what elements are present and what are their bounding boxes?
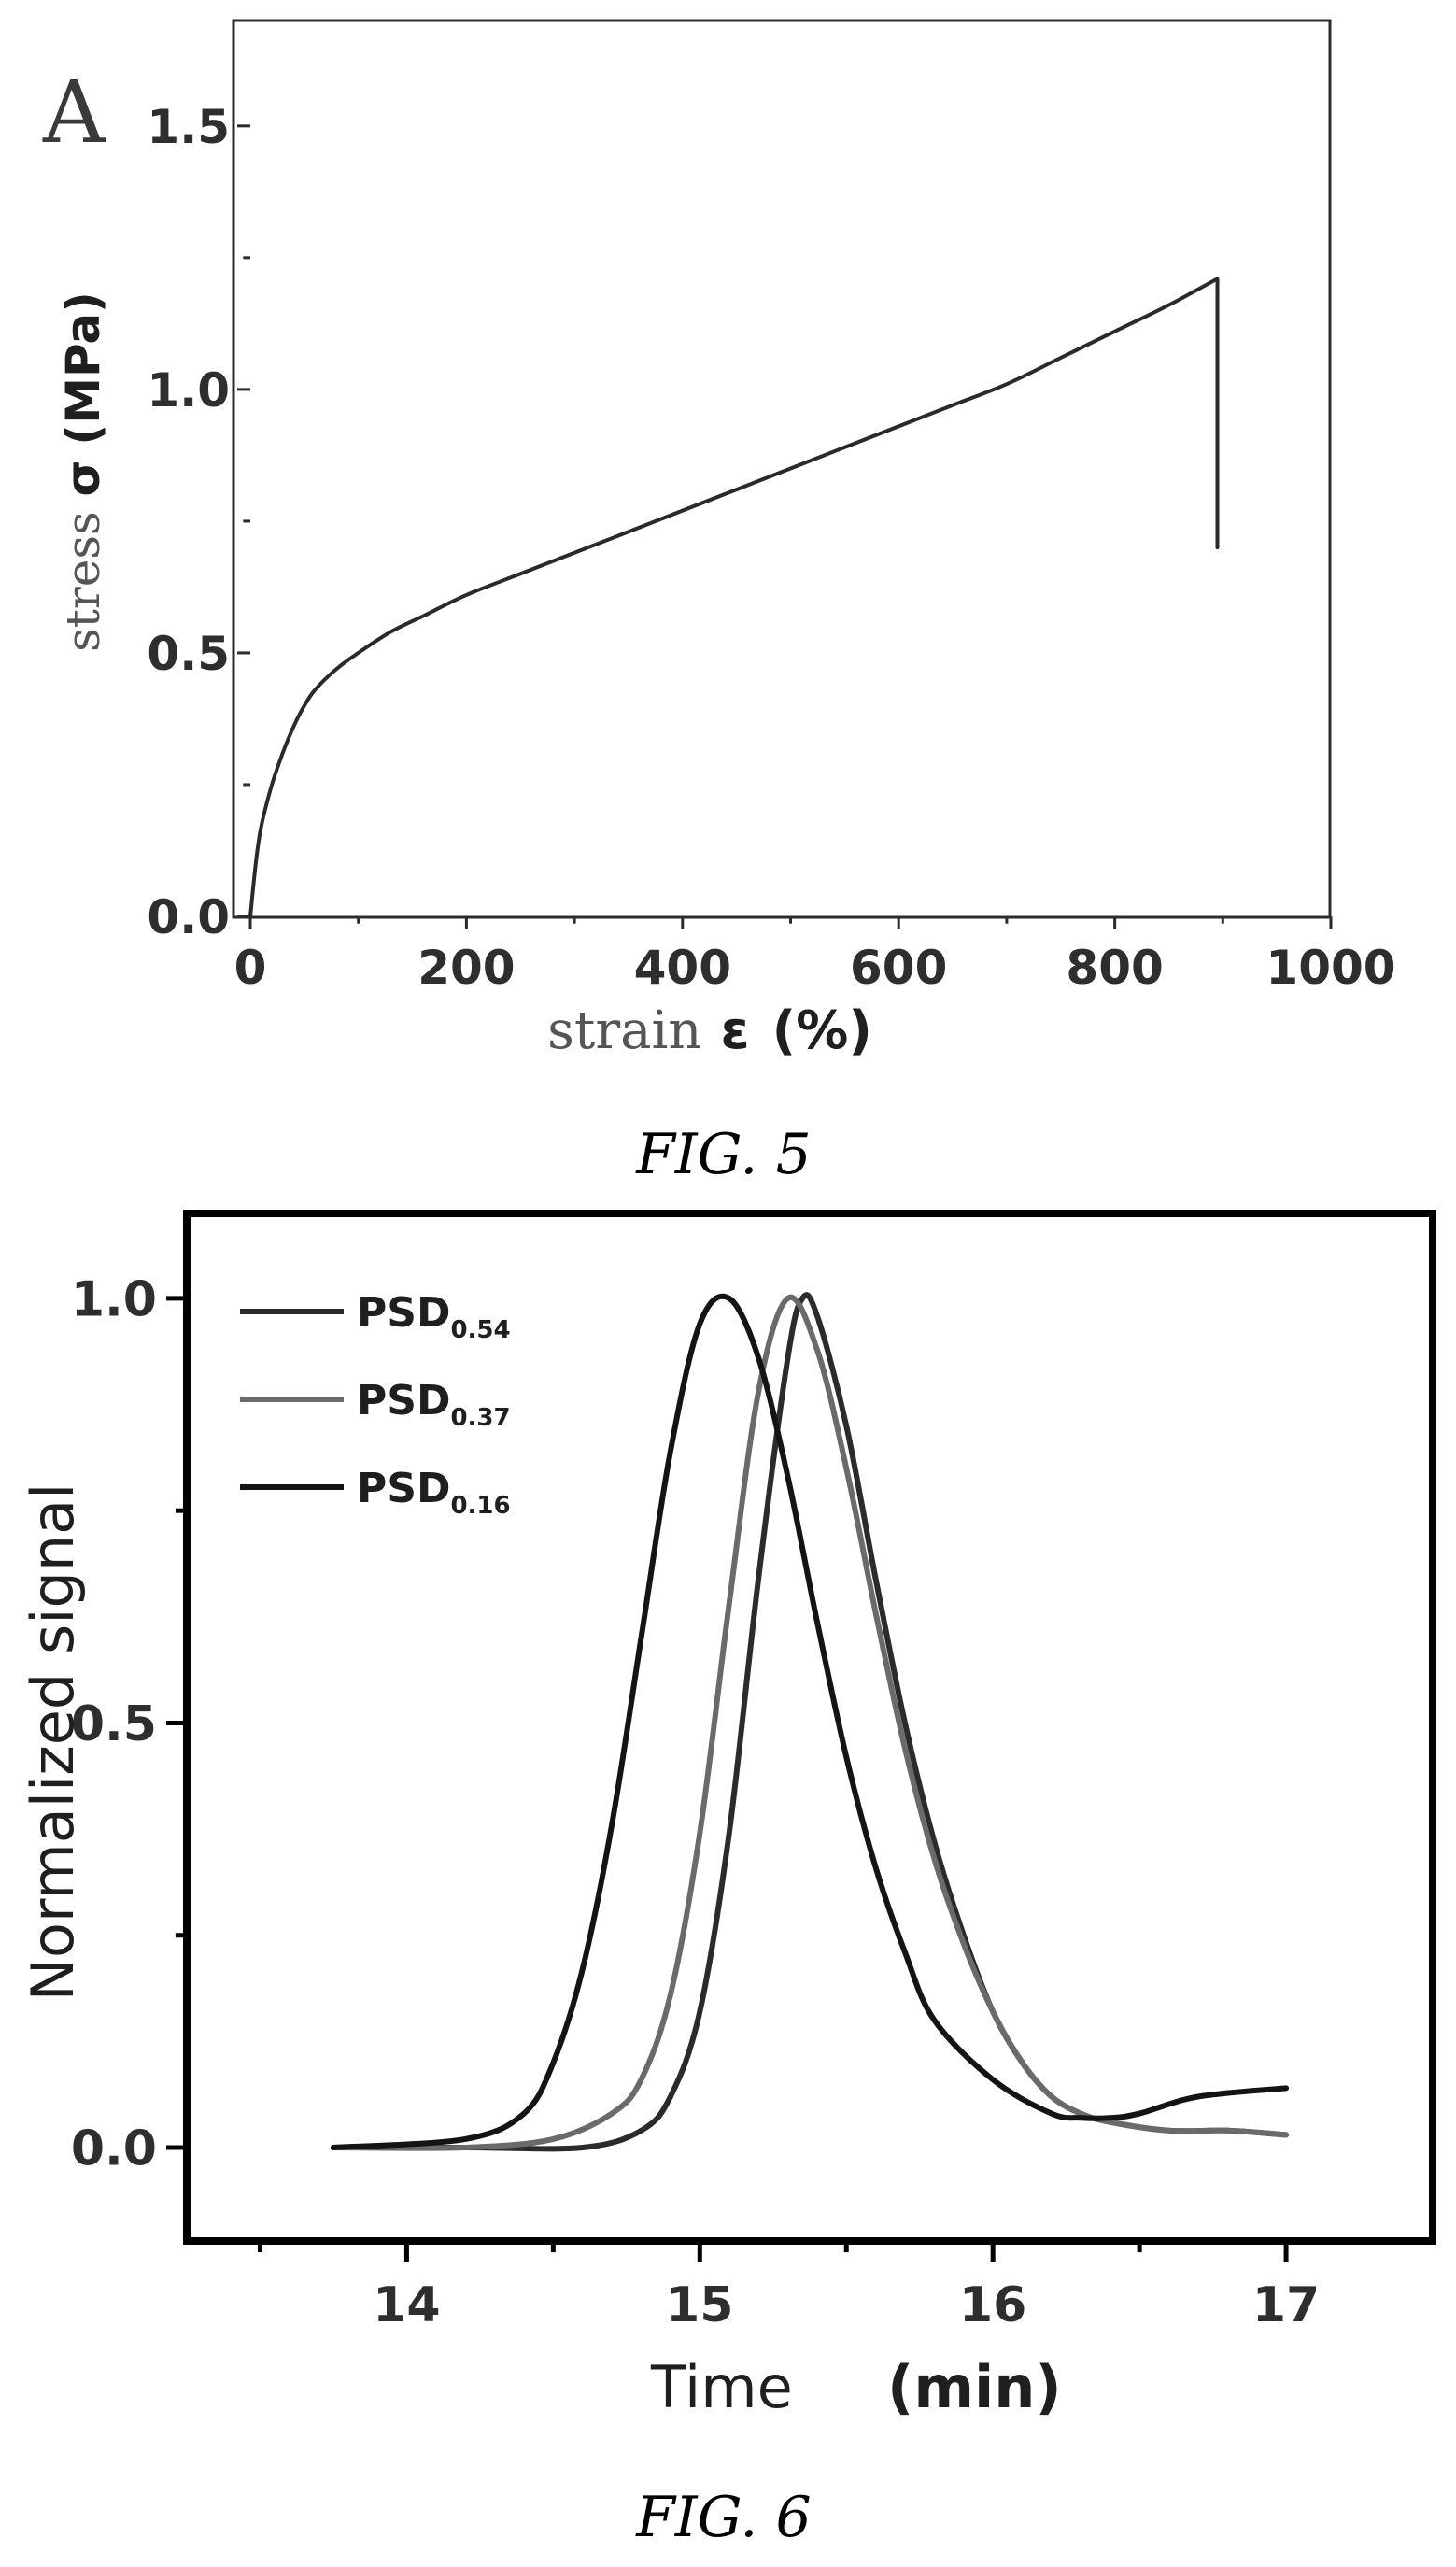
chart1-panel-label: A	[42, 63, 106, 163]
chart1-x-tick-label: 400	[634, 941, 731, 995]
chart2-x-tick-label: 17	[1252, 2277, 1320, 2333]
chart1-x-tick-label: 1000	[1265, 941, 1395, 995]
chart1-y-tick-label: 0.5	[147, 627, 230, 681]
chart2-plot-frame	[183, 1210, 1436, 2245]
chart1-axis-ticks: 0 200 400 600 800 1000 0.0 0.5 1.0 1.5	[147, 100, 1395, 995]
chart2-axis-ticks: 14 15 16 17 0.0 0.5 1.0	[71, 1272, 1320, 2333]
chart2-legend: PSD0.54 PSD0.37 PSD0.16	[240, 1289, 511, 1520]
chart2-y-tick-label: 1.0	[71, 1272, 157, 1328]
chart1-plot-frame	[232, 19, 1332, 919]
legend-label-psd-037: PSD0.37	[357, 1377, 511, 1432]
legend-entry-psd-016: PSD0.16	[240, 1465, 511, 1520]
legend-label-psd-016: PSD0.16	[357, 1465, 511, 1520]
chart1-x-tick-label: 0	[234, 941, 267, 995]
chart2-x-tick-label: 16	[959, 2277, 1026, 2333]
chart1-x-tick-label: 200	[417, 941, 515, 995]
chart2-series-line-3	[330, 1293, 1290, 2150]
chart2-x-tick-label: 14	[373, 2277, 440, 2333]
chart1-x-axis-label: strain ε (%)	[547, 1000, 872, 1061]
normalized-signal-chart: 14 15 16 17 0.0 0.5 1.0 PSD0.54 PSD0.37 PSD0.1…	[19, 1210, 1436, 2421]
fig5-caption: FIG. 5	[635, 1122, 811, 1187]
chart1-y-tick-label: 1.0	[147, 363, 230, 418]
legend-entry-psd-054: PSD0.54	[240, 1289, 511, 1344]
chart2-series-line-2	[330, 1294, 1290, 2151]
chart1-y-tick-label: 1.5	[147, 100, 230, 154]
chart1-x-tick-label: 600	[850, 941, 947, 995]
chart1-x-tick-label: 800	[1066, 941, 1163, 995]
chart1-y-axis-label: stress σ (MPa)	[56, 291, 110, 652]
chart2-y-axis-label: Normalized signal	[19, 1483, 87, 2002]
legend-entry-psd-037: PSD0.37	[240, 1377, 511, 1432]
chart2-y-tick-label: 0.0	[71, 2121, 157, 2177]
chart2-y-tick-label: 0.5	[71, 1696, 157, 1752]
legend-label-psd-054: PSD0.54	[357, 1289, 511, 1344]
chart2-x-tick-label: 15	[666, 2277, 733, 2333]
chart2-series-lines	[330, 1292, 1290, 2152]
chart1-y-tick-label: 0.0	[147, 890, 230, 944]
chart1-series-lines	[248, 277, 1220, 918]
chart2-x-axis-label: Time (min)	[650, 2353, 1062, 2421]
chart1-series-line-1	[248, 277, 1220, 918]
stress-strain-chart: 0 200 400 600 800 1000 0.0 0.5 1.0 1.5 A stress σ…	[42, 19, 1396, 1061]
fig6-caption: FIG. 6	[635, 2485, 811, 2550]
